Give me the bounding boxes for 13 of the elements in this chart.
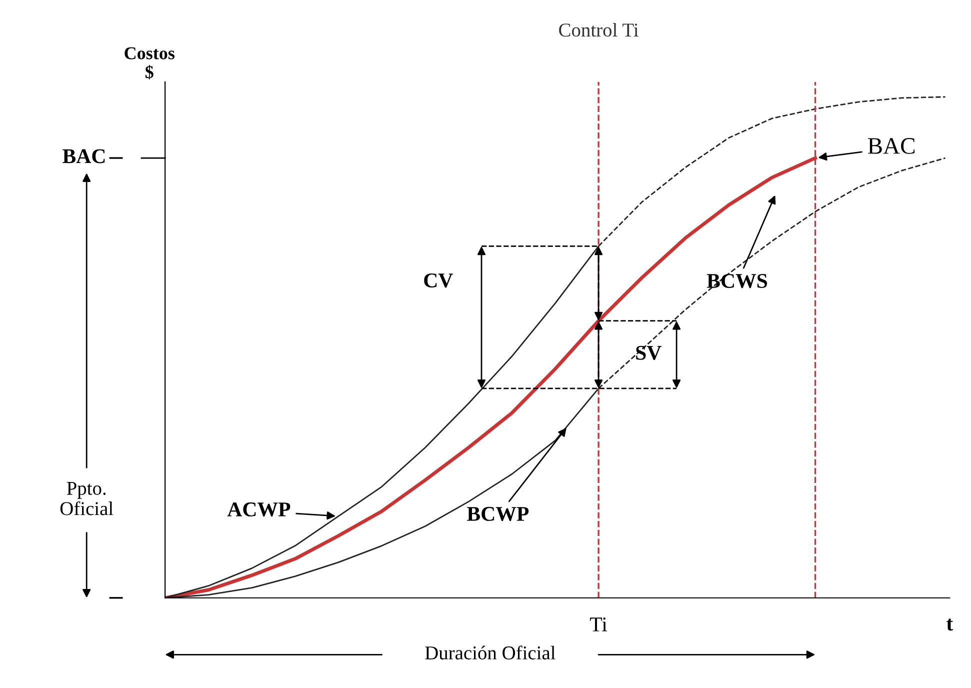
- annotation: BCWP: [467, 506, 529, 522]
- annotation: CV: [424, 273, 453, 288]
- text: BAC: [62, 149, 105, 164]
- x-axis-title: t: [946, 618, 954, 631]
- text: Duración Oficial: [425, 646, 556, 660]
- annotation: ACWP: [227, 502, 290, 517]
- text: Ppto. Oficial: [60, 482, 114, 516]
- annotation: BCWS: [706, 274, 768, 288]
- annotation: SV: [636, 346, 662, 360]
- y-axis-title: Costos $: [124, 47, 175, 80]
- annotation: BAC: [868, 138, 915, 154]
- text: Ti: [590, 617, 608, 632]
- text: Control Ti: [559, 22, 638, 37]
